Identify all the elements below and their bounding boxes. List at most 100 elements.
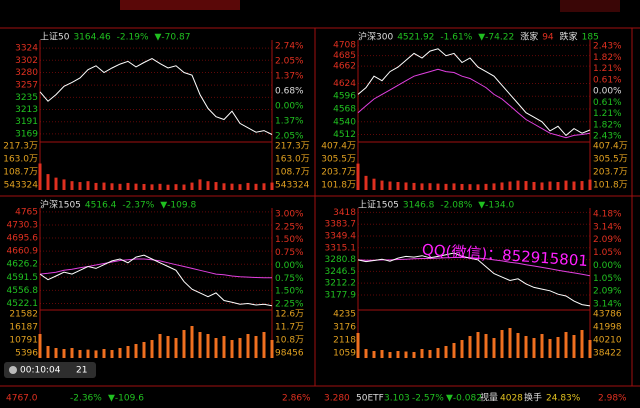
pct-tick-label: 2.25% [275, 300, 304, 310]
panel-header: 涨家 [520, 31, 538, 43]
volume-bar [38, 163, 42, 190]
price-tick-label: 4660.9 [7, 247, 39, 257]
volume-bar [150, 184, 154, 190]
volume-bar [270, 182, 274, 190]
strip-text: 3.103 [384, 394, 410, 404]
volume-tick-label: 543324 [4, 181, 39, 191]
volume-bar [548, 181, 552, 190]
volume-tick-label: 11.7万 [275, 323, 304, 333]
pct-tick-label: 1.37% [275, 117, 304, 127]
average-line [357, 68, 591, 139]
volume-bar [182, 184, 186, 190]
volume-bar [588, 179, 592, 190]
pct-tick-label: 1.05% [593, 274, 622, 284]
volume-bar [428, 183, 432, 190]
volume-bar [396, 351, 400, 358]
volume-tick-label: 108.7万 [275, 168, 310, 178]
volume-bar [388, 352, 392, 358]
price-line [357, 252, 591, 307]
volume-tick-label: 12.6万 [275, 310, 304, 320]
volume-bar [564, 332, 568, 358]
volume-tick-label: 108.7万 [3, 168, 38, 178]
volume-bar [476, 184, 480, 190]
price-tick-label: 3177.9 [325, 290, 357, 300]
volume-bar [54, 177, 58, 190]
volume-bar [198, 179, 202, 190]
price-tick-label: 3169 [15, 129, 38, 139]
volume-bar [580, 181, 584, 190]
volume-bar [540, 334, 544, 358]
volume-bar [460, 340, 464, 358]
volume-bar [246, 182, 250, 190]
pct-tick-label: 0.61% [593, 75, 622, 85]
pct-tick-label: 0.00% [593, 261, 622, 271]
pct-tick-label: 0.00% [275, 102, 304, 112]
pct-tick-label: 1.82% [593, 120, 622, 130]
volume-bar [110, 350, 114, 358]
volume-bar [238, 184, 242, 190]
strip-text: 4028 [500, 394, 523, 404]
panel-header: -2.37% [122, 201, 154, 211]
volume-bar [166, 184, 170, 190]
volume-bar [540, 182, 544, 190]
volume-bar [206, 334, 210, 358]
volume-bar [564, 180, 568, 190]
volume-bar [356, 163, 360, 190]
pct-tick-label: 3.14% [593, 300, 622, 310]
price-tick-label: 3383.7 [325, 220, 357, 230]
volume-tick-label: 1059 [333, 349, 356, 359]
volume-bar [174, 184, 178, 190]
volume-bar [46, 346, 50, 358]
volume-bar [452, 183, 456, 190]
panel-header: 沪深1505 [40, 199, 81, 211]
volume-bar [420, 349, 424, 358]
volume-tick-label: 21582 [9, 310, 38, 320]
pct-tick-label: 0.61% [593, 98, 622, 108]
pct-tick-label: 0.68% [275, 87, 304, 97]
volume-bar [46, 174, 50, 190]
pct-tick-label: 2.25% [275, 222, 304, 232]
pct-tick-label: 1.82% [593, 53, 622, 63]
pct-tick-label: 2.74% [275, 42, 304, 52]
volume-bar [110, 183, 114, 190]
volume-bar [500, 182, 504, 190]
panel-header: 上证50 [40, 32, 70, 43]
volume-tick-label: 203.7万 [321, 168, 356, 178]
volume-bar [436, 348, 440, 358]
volume-bar [468, 184, 472, 190]
volume-bar [404, 351, 408, 358]
volume-tick-label: 217.3万 [275, 142, 310, 152]
panel-header: 94 [542, 33, 554, 43]
volume-bar [460, 183, 464, 190]
volume-bar [86, 181, 90, 190]
volume-bar [484, 334, 488, 358]
volume-tick-label: 543324 [275, 181, 310, 191]
strip-text: 2.98% [598, 394, 627, 404]
volume-bar [532, 338, 536, 358]
volume-bar [396, 181, 400, 190]
strip-text: 50ETF [356, 394, 384, 404]
volume-bar [198, 332, 202, 358]
volume-bar [588, 340, 592, 358]
volume-bar [356, 333, 360, 358]
volume-bar [142, 183, 146, 190]
panel-header: 上证1505 [358, 200, 399, 211]
volume-tick-label: 5396 [15, 349, 38, 359]
volume-bar [380, 350, 384, 358]
price-tick-label: 3212.2 [325, 279, 357, 289]
volume-bar [174, 338, 178, 358]
volume-bar [214, 182, 218, 190]
panel-header: -1.61% [440, 33, 472, 43]
volume-bar [572, 181, 576, 190]
volume-bar [222, 183, 226, 190]
price-tick-label: 4626.2 [7, 260, 39, 270]
price-tick-label: 3280.8 [325, 255, 357, 265]
price-tick-label: 4730.3 [7, 220, 39, 230]
volume-tick-label: 10.8万 [275, 336, 304, 346]
price-tick-label: 3191 [15, 117, 38, 127]
panel-header: 沪深300 [358, 31, 393, 43]
volume-tick-label: 407.4万 [321, 142, 356, 152]
panel-header: ▼-109.8 [160, 201, 196, 211]
volume-bar [420, 183, 424, 190]
